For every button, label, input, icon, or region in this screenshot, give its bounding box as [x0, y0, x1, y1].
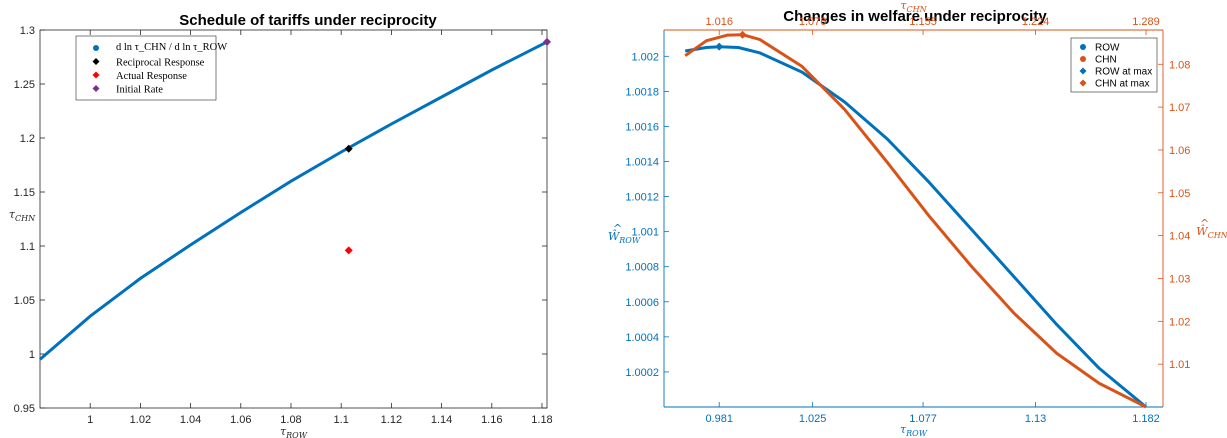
x-tick-label: 1.04 — [180, 414, 201, 426]
y-tick-label: 1.0002 — [625, 367, 659, 379]
x-tick-label: 1.13 — [1025, 413, 1046, 425]
initial-rate-marker — [543, 37, 551, 46]
y-tick-label: 1.002 — [631, 51, 659, 63]
legend-marker — [1079, 67, 1087, 75]
y2-tick-label: 1.01 — [1169, 359, 1190, 371]
x-tick-label: 1.18 — [531, 414, 552, 426]
legend-label: ROW — [1095, 43, 1120, 54]
y-tick-label: 1.0008 — [625, 262, 659, 274]
welfare-chart: Changes in welfare under reciprocity 0.9… — [600, 0, 1227, 438]
y-tick-label: 1.0004 — [625, 332, 659, 344]
legend-marker — [1080, 56, 1086, 62]
legend-label: Reciprocal Response — [116, 58, 205, 69]
x-tick-label: 1 — [87, 414, 93, 426]
y-tick-label: 1.3 — [20, 25, 35, 37]
chn-welfare-line — [684, 33, 1147, 409]
x-tick-label: 1.025 — [799, 413, 827, 425]
x-tick-label: 1.06 — [230, 414, 251, 426]
tariff-schedule-chart: Schedule of tariffs under reciprocity 1 1… — [0, 0, 600, 438]
legend-marker — [1079, 79, 1087, 87]
legend-marker — [93, 45, 99, 51]
y2-axis-label: ŴCHN — [1196, 224, 1227, 240]
reciprocal-response-marker — [344, 144, 353, 153]
legend-marker — [92, 58, 100, 65]
y-tick-label: 1.05 — [14, 295, 35, 307]
y-tick-label: 1.0018 — [625, 86, 659, 98]
chart-title: Changes in welfare under reciprocity — [783, 8, 1047, 25]
x-tick-label: 0.981 — [705, 413, 733, 425]
chn-at-max-marker — [738, 30, 747, 39]
row-at-max-marker — [715, 42, 724, 51]
y-tick-label: 1.2 — [20, 133, 35, 145]
legend-label: ROW at max — [1095, 67, 1152, 78]
legend-label: d ln τ_CHN / d ln τ_ROW — [116, 42, 227, 53]
plot-frame — [39, 29, 548, 409]
x-tick-label: 1.12 — [381, 414, 402, 426]
row-welfare-line — [684, 45, 1147, 409]
y-axis-label: ŴROW — [608, 229, 641, 245]
welfare-svg: Changes in welfare under reciprocity 0.9… — [608, 0, 1227, 438]
y2-tick-label: 1.03 — [1169, 273, 1190, 285]
x-tick-label: 1.14 — [431, 414, 452, 426]
x-tick-label: 1.182 — [1132, 413, 1160, 425]
x-axis-label: τROW — [900, 423, 928, 438]
actual-response-marker — [344, 246, 353, 255]
legend-label: CHN at max — [1095, 79, 1149, 90]
y-tick-label: 1.25 — [14, 79, 35, 91]
y2-tick-label: 1.04 — [1169, 231, 1190, 243]
x-tick-label: 1.1 — [334, 414, 349, 426]
tariff-schedule-svg: Schedule of tariffs under reciprocity 1 1… — [9, 12, 553, 438]
y-axis-label: τCHN — [9, 208, 36, 223]
y-tick-label: 1.0016 — [625, 121, 659, 133]
x2-tick-label: 1.224 — [1022, 16, 1050, 28]
legend-label: Actual Response — [116, 71, 187, 82]
tariff-schedule-line — [39, 40, 548, 361]
y-tick-label: 1.1 — [20, 241, 35, 253]
y2-axis-hat: ^ — [1200, 217, 1209, 230]
legend — [75, 35, 217, 101]
x2-tick-label: 1.155 — [909, 16, 937, 28]
y-axis-hat: ^ — [613, 222, 622, 235]
y-tick-label: 0.95 — [14, 403, 35, 415]
x-tick-label: 1.08 — [280, 414, 301, 426]
x2-axis-label: τCHN — [900, 0, 927, 14]
legend-marker — [92, 71, 100, 79]
y-tick-label: 1.0006 — [625, 297, 659, 309]
x-tick-label: 1.077 — [909, 413, 937, 425]
x2-tick-label: 1.016 — [705, 16, 733, 28]
x-tick-label: 1.02 — [130, 414, 151, 426]
y2-tick-label: 1.07 — [1169, 102, 1190, 114]
y2-tick-label: 1.08 — [1169, 59, 1190, 71]
legend-label: CHN — [1095, 55, 1117, 66]
y-tick-label: 1.0012 — [625, 192, 659, 204]
y2-tick-label: 1.05 — [1169, 188, 1190, 200]
y-tick-label: 1.0014 — [625, 157, 659, 169]
x2-tick-label: 1.076 — [799, 16, 827, 28]
x-axis-label: τROW — [280, 425, 308, 438]
y-tick-label: 1.001 — [631, 227, 659, 239]
chart-title: Schedule of tariffs under reciprocity — [179, 12, 437, 29]
y2-tick-label: 1.06 — [1169, 145, 1190, 157]
y-tick-label: 1 — [29, 349, 35, 361]
x2-tick-label: 1.289 — [1132, 16, 1160, 28]
y-tick-label: 1.15 — [14, 187, 35, 199]
x-tick-label: 1.16 — [481, 414, 502, 426]
legend-marker — [92, 85, 100, 92]
y2-tick-label: 1.02 — [1169, 316, 1190, 328]
legend-label: Initial Rate — [116, 85, 163, 96]
legend-marker — [1080, 44, 1086, 50]
